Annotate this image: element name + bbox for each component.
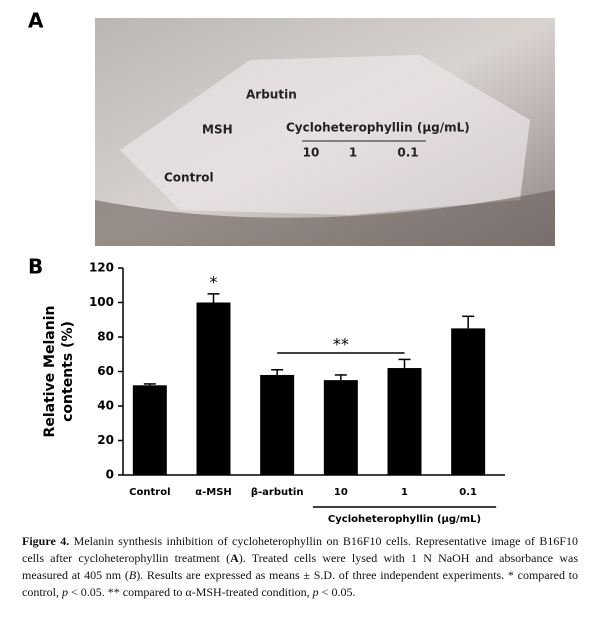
x-tick-label: 0.1: [459, 487, 477, 498]
y-tick-label: 60: [97, 364, 114, 378]
x-tick-label: 10: [334, 487, 348, 498]
caption-text: Melanin synthesis inhibition of cyclohet…: [22, 534, 578, 565]
y-tick-label: 120: [89, 261, 114, 275]
tubes: [120, 55, 530, 215]
photo-label: 0.1: [397, 146, 418, 160]
y-tick-label: 80: [97, 330, 114, 344]
caption-text: p: [312, 585, 319, 599]
caption-text: A: [230, 551, 239, 565]
bar: [260, 374, 295, 475]
x-tick-label: β-arbutin: [251, 487, 304, 498]
caption-text: < 0.05. ** compared to α-MSH-treated con…: [68, 585, 313, 599]
x-tick-label: Control: [129, 487, 170, 498]
figure: A Arbutin MSH Cycloheterophyllin (μg/mL)…: [28, 9, 555, 525]
bar: [196, 302, 231, 475]
caption: Figure 4. Melanin synthesis inhibition o…: [22, 533, 578, 601]
x-tick-label: α-MSH: [195, 487, 232, 498]
y-tick-label: 100: [89, 295, 114, 309]
group-label: Cycloheterophyllin (μg/mL): [328, 514, 481, 525]
y-axis-label: contents (%): [60, 321, 76, 422]
caption-text: Figure 4.: [22, 534, 70, 548]
y-tick-label: 40: [97, 399, 114, 413]
bar: [132, 385, 167, 475]
caption-text: ). Treated cells were lysed with 1 N NaO…: [22, 551, 578, 582]
annotation: **: [333, 335, 349, 354]
y-axis-label: Relative Melanin: [42, 306, 58, 438]
panel-label: B: [28, 255, 43, 279]
photo-label: Cycloheterophyllin (μg/mL): [286, 121, 470, 135]
photo-label: 1: [349, 146, 357, 160]
bar: [451, 328, 486, 475]
y-tick-label: 0: [106, 468, 114, 482]
bar: [323, 380, 358, 475]
x-tick-label: 1: [401, 487, 408, 498]
y-tick-label: 20: [97, 433, 114, 447]
caption-text: ). Results are expressed as means ± S.D.…: [22, 568, 579, 599]
bar: [387, 368, 422, 475]
panel-label: A: [28, 9, 44, 33]
rack: [95, 190, 555, 246]
photo-label: 10: [303, 146, 320, 160]
photo-label: MSH: [202, 123, 233, 137]
caption-text: B: [128, 568, 137, 582]
photo-label: Control: [164, 171, 214, 185]
caption-text: < 0.05.: [318, 585, 356, 599]
photo-label: Arbutin: [246, 88, 297, 102]
caption-text: p: [62, 585, 68, 599]
annotation: *: [210, 272, 218, 291]
chart: 0 20 40 60 80 100 120 Relative Melanin contents …: [42, 261, 505, 525]
